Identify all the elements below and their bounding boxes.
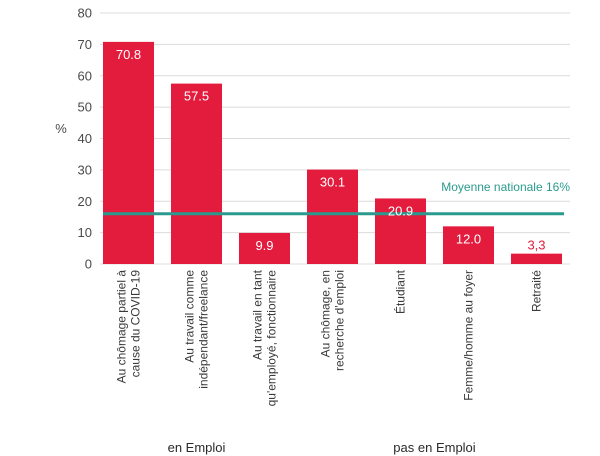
group-label: pas en Emploi	[393, 440, 475, 455]
category-label: Étudiant	[393, 269, 408, 314]
bar	[307, 169, 358, 264]
y-axis-ticks: 0 10 20 30 40 50 60 70 80	[78, 6, 92, 272]
value-label: 20.9	[388, 203, 413, 218]
category-label-group: Au chômage partiel à cause du COVID-19	[115, 270, 143, 384]
category-label-group: Étudiant	[393, 269, 408, 314]
category-label: Retraité	[530, 270, 544, 312]
y-tick-label: 70	[78, 37, 92, 52]
national-average-label: Moyenne nationale 16%	[441, 180, 570, 194]
y-tick-label: 80	[78, 6, 92, 21]
category-label-group: Femme/homme au foyer	[462, 270, 476, 401]
bars	[103, 41, 562, 264]
y-tick-label: 50	[78, 100, 92, 115]
group-label: en Emploi	[168, 440, 226, 455]
bar	[375, 198, 426, 264]
value-labels: 70.8 57.5 9.9 30.1 20.9 12.0 3,3	[116, 47, 546, 253]
category-labels: Au chômage partiel à cause du COVID-19 Au …	[115, 269, 544, 406]
category-label: recherche d'emploi	[333, 270, 347, 371]
category-label-group: Au travail comme indépendant/freelance	[183, 270, 211, 389]
category-label: Au travail en tant	[251, 269, 265, 360]
value-label: 70.8	[116, 47, 141, 62]
reference-line-group: Moyenne nationale 16%	[103, 180, 570, 216]
y-axis-label: %	[55, 121, 67, 136]
category-label-group: Au travail en tant qu'employé, fonctionna…	[251, 269, 279, 406]
category-label: Femme/homme au foyer	[462, 270, 476, 401]
value-label: 57.5	[184, 89, 209, 104]
value-label: 9.9	[255, 238, 273, 253]
bar	[171, 83, 222, 264]
category-label: qu'employé, fonctionnaire	[265, 270, 279, 407]
value-label: 30.1	[320, 175, 345, 190]
category-label: Au chômage partiel à	[115, 270, 129, 384]
category-label-group: Au chômage, en recherche d'emploi	[319, 270, 347, 371]
y-tick-label: 10	[78, 225, 92, 240]
y-tick-label: 40	[78, 131, 92, 146]
y-tick-label: 30	[78, 162, 92, 177]
bar	[103, 41, 154, 264]
category-label: indépendant/freelance	[197, 270, 211, 389]
category-label: cause du COVID-19	[129, 270, 143, 378]
bar	[511, 253, 562, 264]
y-tick-label: 60	[78, 68, 92, 83]
y-tick-label: 20	[78, 194, 92, 209]
value-label: 12.0	[456, 231, 481, 246]
category-label: Au chômage, en	[319, 270, 333, 357]
category-label: Au travail comme	[183, 270, 197, 363]
y-tick-label: 0	[85, 257, 92, 272]
value-label: 3,3	[527, 238, 545, 253]
bar	[239, 232, 290, 264]
group-labels: en Emploi pas en Emploi	[168, 440, 476, 455]
category-label-group: Retraité	[530, 270, 544, 312]
bar	[443, 226, 494, 264]
